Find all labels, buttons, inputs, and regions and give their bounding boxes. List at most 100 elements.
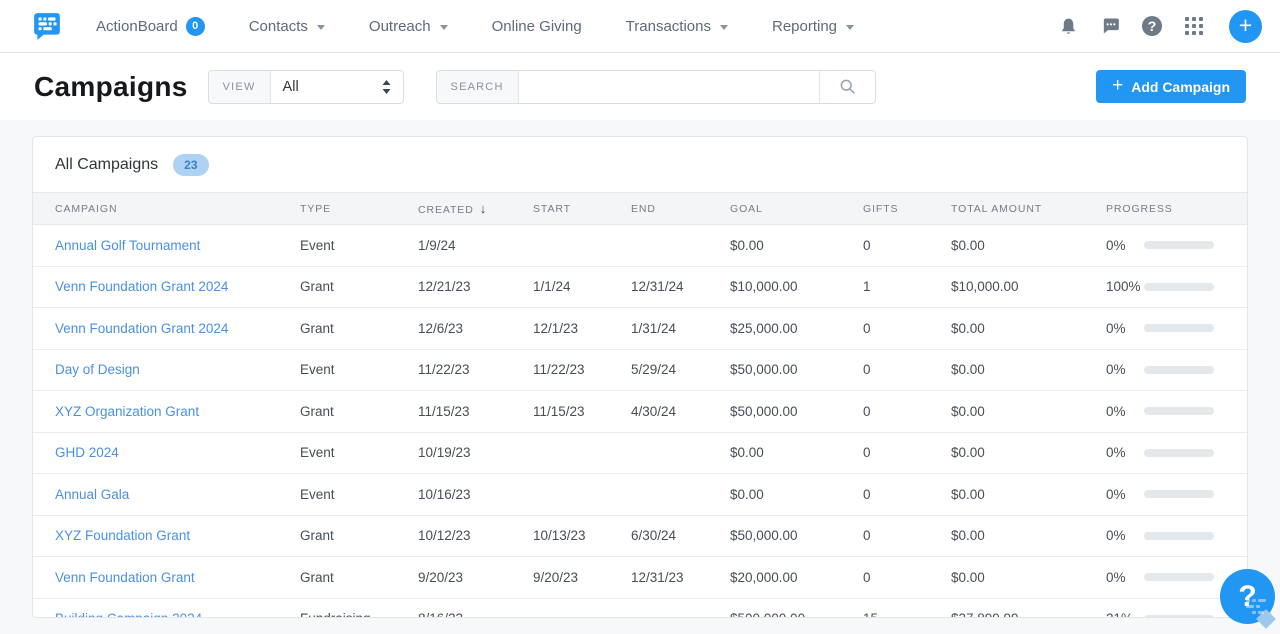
cell-end: 6/30/24 bbox=[631, 515, 730, 557]
help-icon[interactable]: ? bbox=[1141, 15, 1163, 37]
add-campaign-button[interactable]: + Add Campaign bbox=[1096, 70, 1246, 103]
cell-type: Grant bbox=[300, 307, 418, 350]
cell-type: Event bbox=[300, 432, 418, 474]
campaign-link[interactable]: XYZ Organization Grant bbox=[55, 403, 200, 419]
question-mark-icon: ? bbox=[1238, 579, 1257, 613]
cell-type: Event bbox=[300, 349, 418, 391]
cell-end: 4/30/24 bbox=[631, 390, 730, 433]
cell-goal: $25,000.00 bbox=[730, 307, 863, 350]
cell-gifts: 1 bbox=[863, 266, 951, 308]
cell-progress: 100% bbox=[1106, 266, 1247, 308]
progress-bar bbox=[1144, 448, 1214, 457]
cell-total-amount: $0.00 bbox=[951, 432, 1106, 474]
apps-grid-icon[interactable] bbox=[1183, 15, 1205, 37]
cell-end bbox=[631, 224, 730, 267]
campaign-link[interactable]: Annual Golf Tournament bbox=[55, 237, 201, 253]
campaign-link[interactable]: Annual Gala bbox=[55, 486, 130, 502]
chat-icon[interactable] bbox=[1099, 15, 1121, 37]
list-title: All Campaigns bbox=[55, 156, 159, 173]
cell-created: 9/20/23 bbox=[418, 556, 533, 599]
sort-desc-icon: ↓ bbox=[479, 201, 488, 216]
cell-gifts: 0 bbox=[863, 432, 951, 474]
campaign-link[interactable]: GHD 2024 bbox=[55, 445, 119, 461]
cell-gifts: 0 bbox=[863, 473, 951, 516]
table-row: Venn Foundation Grant 2024 Grant 12/21/2… bbox=[33, 266, 1247, 308]
column-header-goal[interactable]: GOAL bbox=[730, 192, 863, 225]
nav-utilities: ? + bbox=[1057, 9, 1262, 43]
nav-item-online-giving[interactable]: Online Giving bbox=[492, 18, 582, 35]
progress-bar bbox=[1144, 490, 1214, 499]
column-header-progress[interactable]: PROGRESS bbox=[1106, 192, 1247, 225]
nav-item-label: Outreach bbox=[368, 17, 431, 35]
column-header-gifts[interactable]: GIFTS bbox=[863, 192, 951, 225]
cell-type: Event bbox=[300, 473, 418, 516]
cell-progress: 0% bbox=[1106, 390, 1247, 433]
progress-percent: 0% bbox=[1106, 403, 1126, 419]
cell-start bbox=[533, 473, 631, 516]
top-nav: ActionBoard 0 Contacts Outreach Online Givin… bbox=[0, 0, 1280, 53]
table-row: XYZ Foundation Grant Grant 10/12/23 10/1… bbox=[33, 515, 1247, 557]
column-header-end[interactable]: END bbox=[631, 192, 730, 225]
cell-progress: 21% bbox=[1106, 598, 1247, 617]
fab-dots-icon bbox=[1246, 599, 1266, 614]
column-header-type[interactable]: TYPE bbox=[300, 192, 418, 225]
table-row: Building Campaign 2024 Fundraising 8/16/… bbox=[33, 598, 1247, 617]
cell-start: 10/13/23 bbox=[533, 515, 631, 557]
campaign-link[interactable]: XYZ Foundation Grant bbox=[55, 528, 191, 544]
progress-percent: 0% bbox=[1106, 569, 1126, 585]
campaign-link[interactable]: Venn Foundation Grant bbox=[55, 569, 195, 585]
column-header-created[interactable]: CREATED ↓ bbox=[418, 192, 533, 225]
progress-bar bbox=[1144, 614, 1214, 617]
cell-created: 11/22/23 bbox=[418, 349, 533, 391]
cell-end: 1/31/24 bbox=[631, 307, 730, 350]
cell-total-amount: $37,899.99 bbox=[951, 598, 1106, 617]
campaign-link[interactable]: Venn Foundation Grant 2024 bbox=[55, 279, 229, 295]
cell-type: Grant bbox=[300, 390, 418, 433]
nav-item-outreach[interactable]: Outreach bbox=[369, 18, 448, 35]
chevron-down-icon bbox=[316, 25, 325, 30]
progress-percent: 0% bbox=[1106, 486, 1126, 502]
chevron-down-icon bbox=[719, 25, 728, 30]
page-header: Campaigns VIEW All SEARCH + Add Campaign bbox=[0, 53, 1280, 120]
cell-type: Fundraising bbox=[300, 598, 418, 617]
search-button[interactable] bbox=[818, 70, 875, 103]
campaign-link[interactable]: Day of Design bbox=[55, 362, 140, 378]
nav-item-label: ActionBoard bbox=[96, 17, 178, 35]
cell-created: 8/16/23 bbox=[418, 598, 533, 617]
brand-logo-icon[interactable] bbox=[32, 11, 62, 41]
search-icon bbox=[840, 79, 855, 94]
nav-item-actionboard[interactable]: ActionBoard 0 bbox=[96, 16, 205, 36]
campaigns-card: All Campaigns 23 CAMPAIGN TYPE CREATED ↓ STA… bbox=[32, 136, 1248, 618]
cell-goal: $50,000.00 bbox=[730, 515, 863, 557]
progress-bar bbox=[1144, 241, 1214, 250]
cell-gifts: 0 bbox=[863, 515, 951, 557]
cell-goal: $0.00 bbox=[730, 473, 863, 516]
cell-goal: $500,000.00 bbox=[730, 598, 863, 617]
cell-start: 9/20/23 bbox=[533, 556, 631, 599]
cell-progress: 0% bbox=[1106, 432, 1247, 474]
help-fab-button[interactable]: ? bbox=[1220, 569, 1275, 624]
campaign-link[interactable]: Building Campaign 2024 bbox=[55, 611, 202, 617]
campaign-link[interactable]: Venn Foundation Grant 2024 bbox=[55, 320, 229, 336]
view-select[interactable]: All bbox=[271, 71, 403, 103]
cell-progress: 0% bbox=[1106, 224, 1247, 267]
nav-item-transactions[interactable]: Transactions bbox=[626, 18, 728, 35]
cell-end bbox=[631, 432, 730, 474]
cell-progress: 0% bbox=[1106, 307, 1247, 350]
view-filter-group: VIEW All bbox=[207, 69, 404, 104]
cell-goal: $0.00 bbox=[730, 432, 863, 474]
cell-goal: $50,000.00 bbox=[730, 349, 863, 391]
nav-item-reporting[interactable]: Reporting bbox=[772, 18, 855, 35]
cell-created: 1/9/24 bbox=[418, 224, 533, 267]
search-input[interactable] bbox=[518, 70, 819, 103]
nav-item-contacts[interactable]: Contacts bbox=[249, 18, 325, 35]
quick-add-button[interactable]: + bbox=[1229, 9, 1262, 43]
plus-icon: + bbox=[1112, 75, 1124, 96]
count-badge: 23 bbox=[173, 154, 209, 176]
campaigns-table: CAMPAIGN TYPE CREATED ↓ START END GOAL GIFTS TOT… bbox=[33, 192, 1247, 617]
notifications-bell-icon[interactable] bbox=[1057, 15, 1079, 37]
column-header-total-amount[interactable]: TOTAL AMOUNT bbox=[951, 192, 1106, 225]
column-header-start[interactable]: START bbox=[533, 192, 631, 225]
cell-start: 12/1/23 bbox=[533, 307, 631, 350]
column-header-campaign[interactable]: CAMPAIGN bbox=[33, 192, 300, 225]
